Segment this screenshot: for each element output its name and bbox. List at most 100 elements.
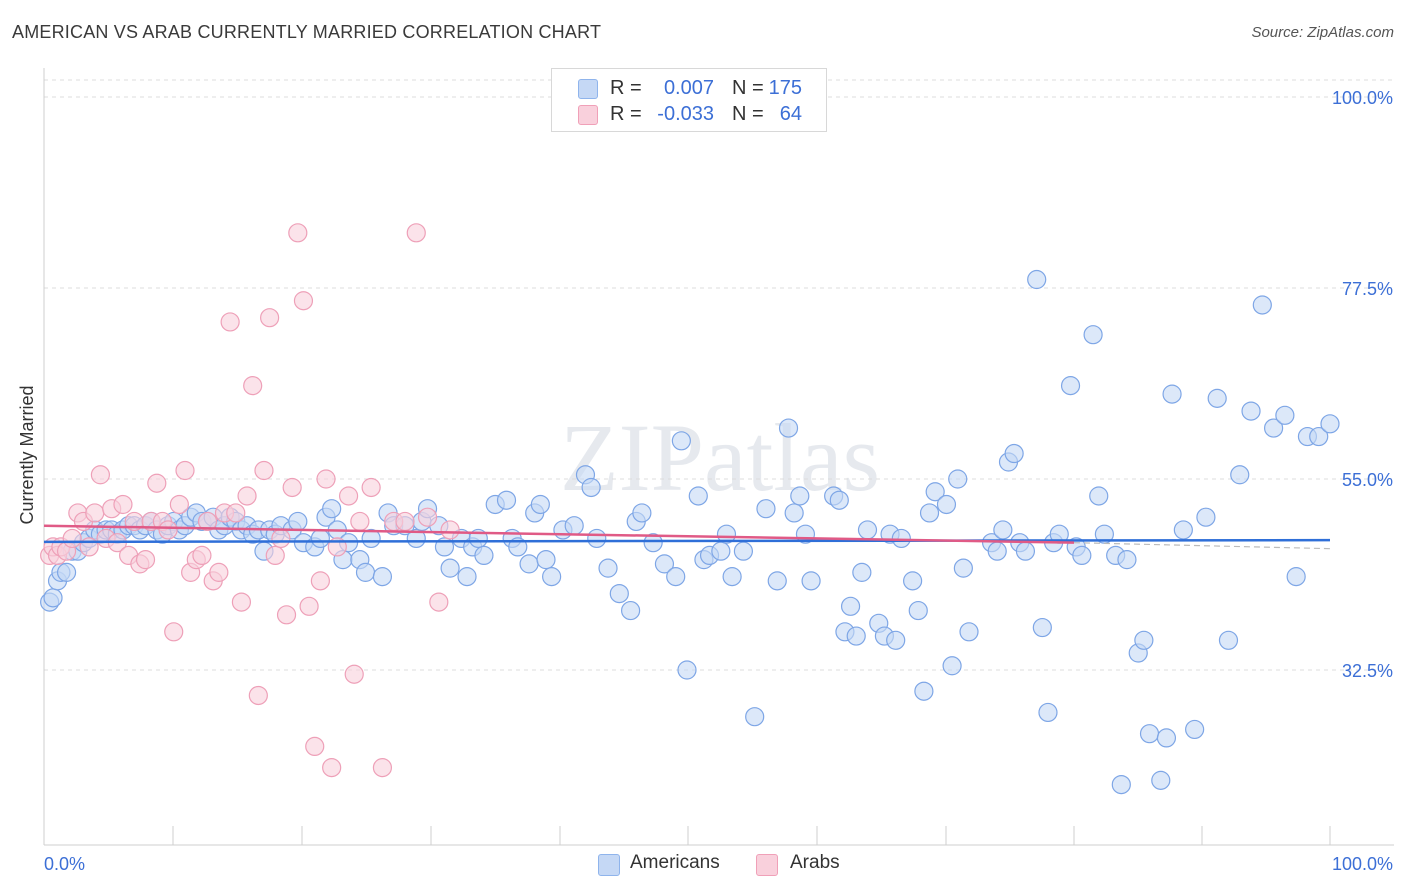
- n-label: N =: [732, 77, 764, 99]
- arab-point: [265, 545, 285, 566]
- y-tick-label: 55.0%: [1342, 470, 1393, 490]
- arab-point: [147, 473, 167, 493]
- arab-point: [271, 528, 291, 549]
- r-label: R =: [610, 103, 642, 125]
- american-point: [1151, 770, 1171, 790]
- stats-legend: R = 0.007 N = 175 R = -0.033 N = 64: [551, 68, 827, 132]
- arab-point: [113, 494, 133, 515]
- american-point: [829, 490, 849, 510]
- arab-point: [310, 571, 330, 591]
- american-point: [355, 562, 376, 582]
- americans-swatch: [578, 79, 598, 99]
- arab-point: [231, 592, 252, 612]
- chart-title: AMERICAN VS ARAB CURRENTLY MARRIED CORRE…: [12, 22, 602, 42]
- arab-point: [288, 223, 308, 243]
- american-point: [745, 707, 765, 727]
- american-point: [1162, 384, 1182, 404]
- american-point: [536, 550, 556, 570]
- american-point: [688, 486, 708, 506]
- legend-row-americans: R = 0.007 N = 175: [552, 75, 826, 101]
- american-point: [542, 567, 562, 587]
- american-point: [914, 681, 934, 701]
- arabs-points: [40, 223, 460, 778]
- american-point: [790, 486, 810, 506]
- arab-point: [62, 528, 82, 549]
- american-point: [953, 558, 973, 578]
- american-point: [440, 558, 460, 578]
- american-point: [1252, 295, 1272, 315]
- american-point: [609, 583, 629, 604]
- american-point: [925, 482, 945, 502]
- american-point: [1032, 617, 1052, 638]
- x-tick-label: 100.0%: [1332, 854, 1393, 874]
- american-point: [1134, 630, 1154, 650]
- american-point: [632, 503, 652, 523]
- american-point: [1117, 550, 1137, 570]
- american-point: [936, 494, 957, 515]
- arab-point: [85, 503, 105, 523]
- arab-point: [135, 550, 156, 570]
- american-point: [1173, 520, 1193, 540]
- x-tick-label: 0.0%: [44, 854, 85, 874]
- american-point: [756, 499, 776, 519]
- american-point: [677, 660, 697, 680]
- arab-point: [90, 465, 111, 485]
- american-point: [1309, 426, 1329, 447]
- arabs-legend-label: Arabs: [790, 852, 840, 873]
- arab-point: [192, 545, 212, 566]
- arab-point: [164, 622, 184, 642]
- american-point: [1139, 724, 1160, 744]
- american-point: [654, 554, 675, 574]
- american-point: [519, 554, 539, 574]
- arab-point: [276, 605, 297, 625]
- r-value: 0.007: [663, 77, 714, 99]
- american-point: [598, 558, 618, 578]
- arabs-trendline: [43, 524, 1075, 544]
- american-point: [288, 511, 308, 532]
- americans-trendline: [43, 538, 1331, 544]
- arab-point: [361, 477, 381, 498]
- arab-point: [316, 469, 336, 489]
- american-point: [784, 503, 804, 523]
- american-point: [987, 541, 1007, 561]
- american-point: [496, 490, 517, 510]
- american-point: [852, 562, 872, 582]
- american-point: [846, 626, 866, 646]
- y-tick-label: 32.5%: [1342, 661, 1393, 681]
- american-point: [474, 545, 494, 566]
- american-point: [891, 528, 911, 549]
- arab-point: [417, 507, 438, 527]
- arab-point: [344, 664, 364, 684]
- american-point: [671, 431, 691, 451]
- y-tick-label: 77.5%: [1342, 279, 1393, 299]
- american-point: [1218, 630, 1239, 650]
- american-point: [778, 418, 799, 438]
- american-point: [993, 520, 1013, 540]
- n-value: 175: [768, 77, 802, 99]
- american-point: [406, 528, 426, 549]
- american-point: [1015, 541, 1036, 561]
- n-label: N =: [732, 103, 764, 125]
- american-point: [1156, 728, 1177, 748]
- arab-point: [260, 308, 280, 328]
- american-point: [581, 477, 601, 498]
- american-point: [1027, 269, 1047, 290]
- american-point: [716, 524, 737, 544]
- arab-point: [226, 503, 246, 523]
- american-point: [457, 567, 477, 587]
- american-point: [908, 600, 928, 621]
- american-point: [722, 567, 742, 587]
- arab-point: [429, 592, 449, 612]
- arab-point: [372, 758, 393, 778]
- arab-point: [322, 758, 342, 778]
- arab-point: [395, 511, 415, 532]
- american-point: [1004, 443, 1024, 464]
- arab-point: [158, 520, 178, 540]
- arab-point: [299, 596, 319, 616]
- r-value: -0.033: [657, 103, 714, 125]
- american-point: [1263, 418, 1284, 438]
- american-point: [801, 571, 821, 591]
- arab-point: [237, 486, 257, 506]
- americans-legend-swatch: [598, 854, 620, 876]
- american-point: [1089, 486, 1109, 506]
